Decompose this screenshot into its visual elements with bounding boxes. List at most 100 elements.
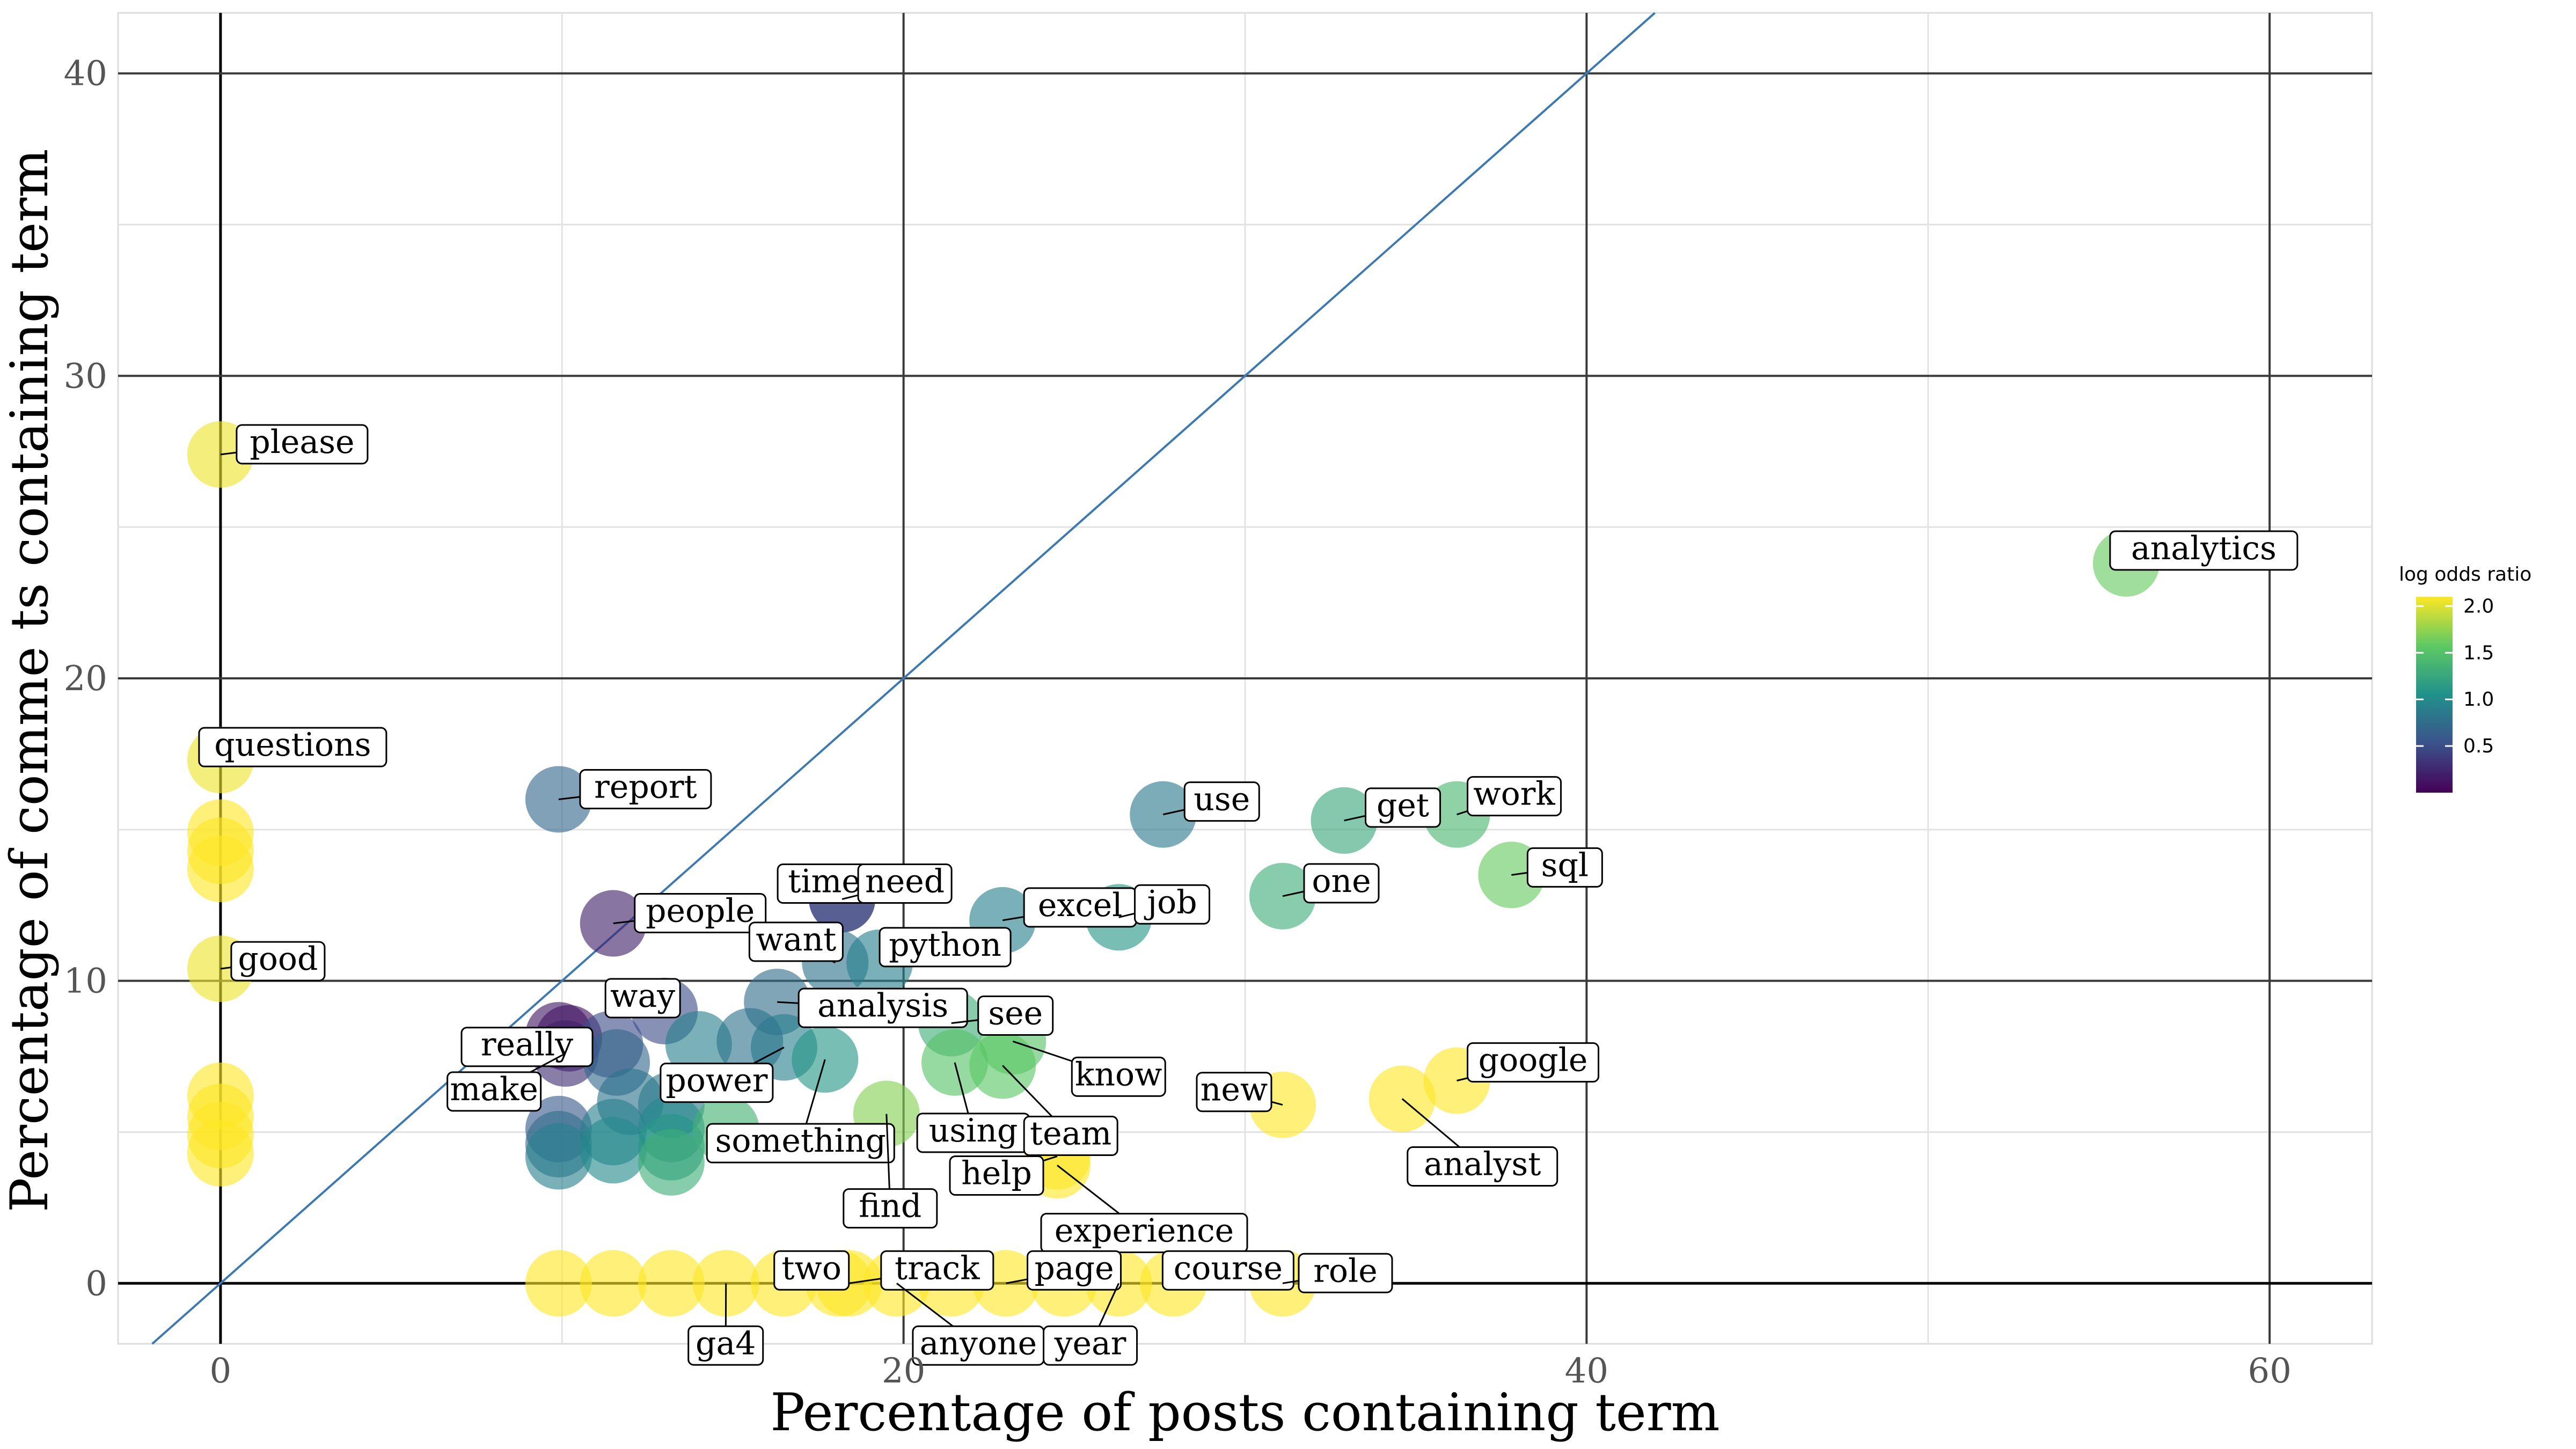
x-tick-label: 20 bbox=[882, 1351, 925, 1391]
label-text: analytics bbox=[2131, 530, 2277, 567]
point-label-google: google bbox=[1457, 1042, 1600, 1083]
label-box bbox=[879, 927, 1012, 968]
point-label-really: really bbox=[460, 1026, 594, 1067]
label-text: time bbox=[788, 862, 861, 900]
point-label-two: two bbox=[773, 1249, 850, 1291]
label-box bbox=[857, 863, 953, 904]
label-text: analyst bbox=[1424, 1145, 1541, 1183]
label-text: something bbox=[715, 1122, 886, 1160]
data-point bbox=[187, 836, 254, 903]
label-box bbox=[1467, 776, 1562, 817]
legend-tick-label: 2.0 bbox=[2463, 595, 2494, 617]
legend-title: log odds ratio bbox=[2399, 564, 2531, 586]
label-box bbox=[773, 1250, 850, 1291]
y-tick-labels: 0 10 20 30 40 bbox=[64, 54, 107, 1304]
point-label-team: team bbox=[1002, 1065, 1118, 1156]
label-text: make bbox=[450, 1071, 538, 1108]
label-text: ga4 bbox=[696, 1324, 756, 1362]
label-box bbox=[880, 1250, 994, 1291]
data-point bbox=[580, 1250, 647, 1317]
label-box bbox=[1303, 863, 1380, 904]
x-tick-label: 0 bbox=[210, 1351, 232, 1391]
point-label-time: time bbox=[777, 862, 872, 904]
point-label-power: power bbox=[660, 1046, 785, 1103]
label-box bbox=[236, 424, 369, 465]
point-label-make: make bbox=[447, 1052, 566, 1112]
label-text: help bbox=[961, 1155, 1032, 1192]
point-label-help: help bbox=[949, 1155, 1058, 1196]
label-text: sql bbox=[1541, 846, 1589, 884]
data-point bbox=[638, 1250, 705, 1317]
label-box bbox=[1196, 1072, 1272, 1113]
data-point bbox=[580, 1117, 647, 1184]
label-box bbox=[1043, 1325, 1138, 1366]
legend-tick-label: 0.5 bbox=[2463, 735, 2494, 757]
label-text: experience bbox=[1055, 1212, 1234, 1249]
x-axis-title: Percentage of posts containing term bbox=[770, 1382, 1719, 1443]
point-label-report: report bbox=[558, 768, 712, 809]
label-box bbox=[198, 727, 387, 767]
label-text: really bbox=[481, 1026, 573, 1064]
label-text: find bbox=[859, 1188, 921, 1225]
reference-diagonal-line bbox=[151, 12, 1656, 1345]
point-label-want: want bbox=[748, 921, 844, 964]
legend-ticks: 0.5 1.0 1.5 2.0 bbox=[2416, 595, 2494, 757]
label-box bbox=[748, 921, 844, 962]
label-box bbox=[706, 1123, 895, 1163]
label-text: course bbox=[1174, 1249, 1283, 1287]
point-label-sql: sql bbox=[1511, 846, 1603, 888]
point-label-new: new bbox=[1196, 1071, 1283, 1113]
point-label-python: python bbox=[879, 926, 1012, 968]
label-text: year bbox=[1054, 1324, 1126, 1362]
label-text: python bbox=[889, 926, 1001, 964]
point-label-course: course bbox=[1161, 1249, 1294, 1291]
label-box bbox=[1023, 1115, 1118, 1156]
label-text: work bbox=[1473, 775, 1555, 813]
data-point bbox=[665, 1011, 732, 1078]
label-box bbox=[579, 769, 712, 809]
label-text: way bbox=[610, 977, 675, 1015]
y-axis-title: Percentage of comme ts containing term bbox=[0, 149, 60, 1212]
data-point bbox=[638, 1129, 705, 1196]
label-text: page bbox=[1034, 1249, 1114, 1287]
label-text: people bbox=[646, 892, 755, 930]
legend: log odds ratio 0.5 1.0 1.5 2.0 bbox=[2399, 564, 2531, 793]
point-label-anyone: anyone bbox=[896, 1283, 1045, 1366]
point-label-see: see bbox=[951, 995, 1054, 1036]
label-text: two bbox=[781, 1249, 841, 1287]
label-box bbox=[977, 996, 1054, 1036]
label-box bbox=[1407, 1146, 1558, 1187]
label-box bbox=[1365, 787, 1441, 828]
point-label-something: something bbox=[706, 1059, 895, 1163]
point-label-good: good bbox=[220, 940, 326, 982]
point-label-analyst: analyst bbox=[1401, 1098, 1558, 1187]
y-tick-label: 10 bbox=[64, 962, 107, 1001]
point-label-excel: excel bbox=[1002, 887, 1137, 928]
label-box bbox=[1298, 1253, 1393, 1293]
label-text: one bbox=[1312, 862, 1371, 900]
y-tick-label: 20 bbox=[64, 659, 107, 699]
label-box bbox=[1134, 884, 1211, 925]
point-label-ga4: ga4 bbox=[687, 1283, 764, 1366]
point-label-use: use bbox=[1162, 781, 1260, 822]
data-point bbox=[525, 1123, 592, 1190]
label-box bbox=[949, 1155, 1044, 1196]
data-point bbox=[187, 1119, 254, 1187]
label-text: use bbox=[1194, 781, 1250, 818]
point-label-find: find bbox=[843, 1114, 938, 1229]
label-text: good bbox=[238, 940, 318, 978]
point-label-analytics: analytics bbox=[2109, 530, 2299, 571]
label-text: google bbox=[1479, 1042, 1588, 1079]
label-box bbox=[634, 893, 767, 934]
point-label-one: one bbox=[1282, 862, 1380, 904]
point-label-need: need bbox=[841, 862, 953, 904]
label-box bbox=[1467, 1042, 1600, 1083]
data-point bbox=[525, 1250, 592, 1317]
label-text: anyone bbox=[920, 1324, 1037, 1362]
label-box bbox=[1040, 1212, 1248, 1253]
legend-tick-label: 1.0 bbox=[2463, 689, 2494, 711]
label-box bbox=[447, 1071, 542, 1112]
point-label-please: please bbox=[220, 423, 369, 465]
